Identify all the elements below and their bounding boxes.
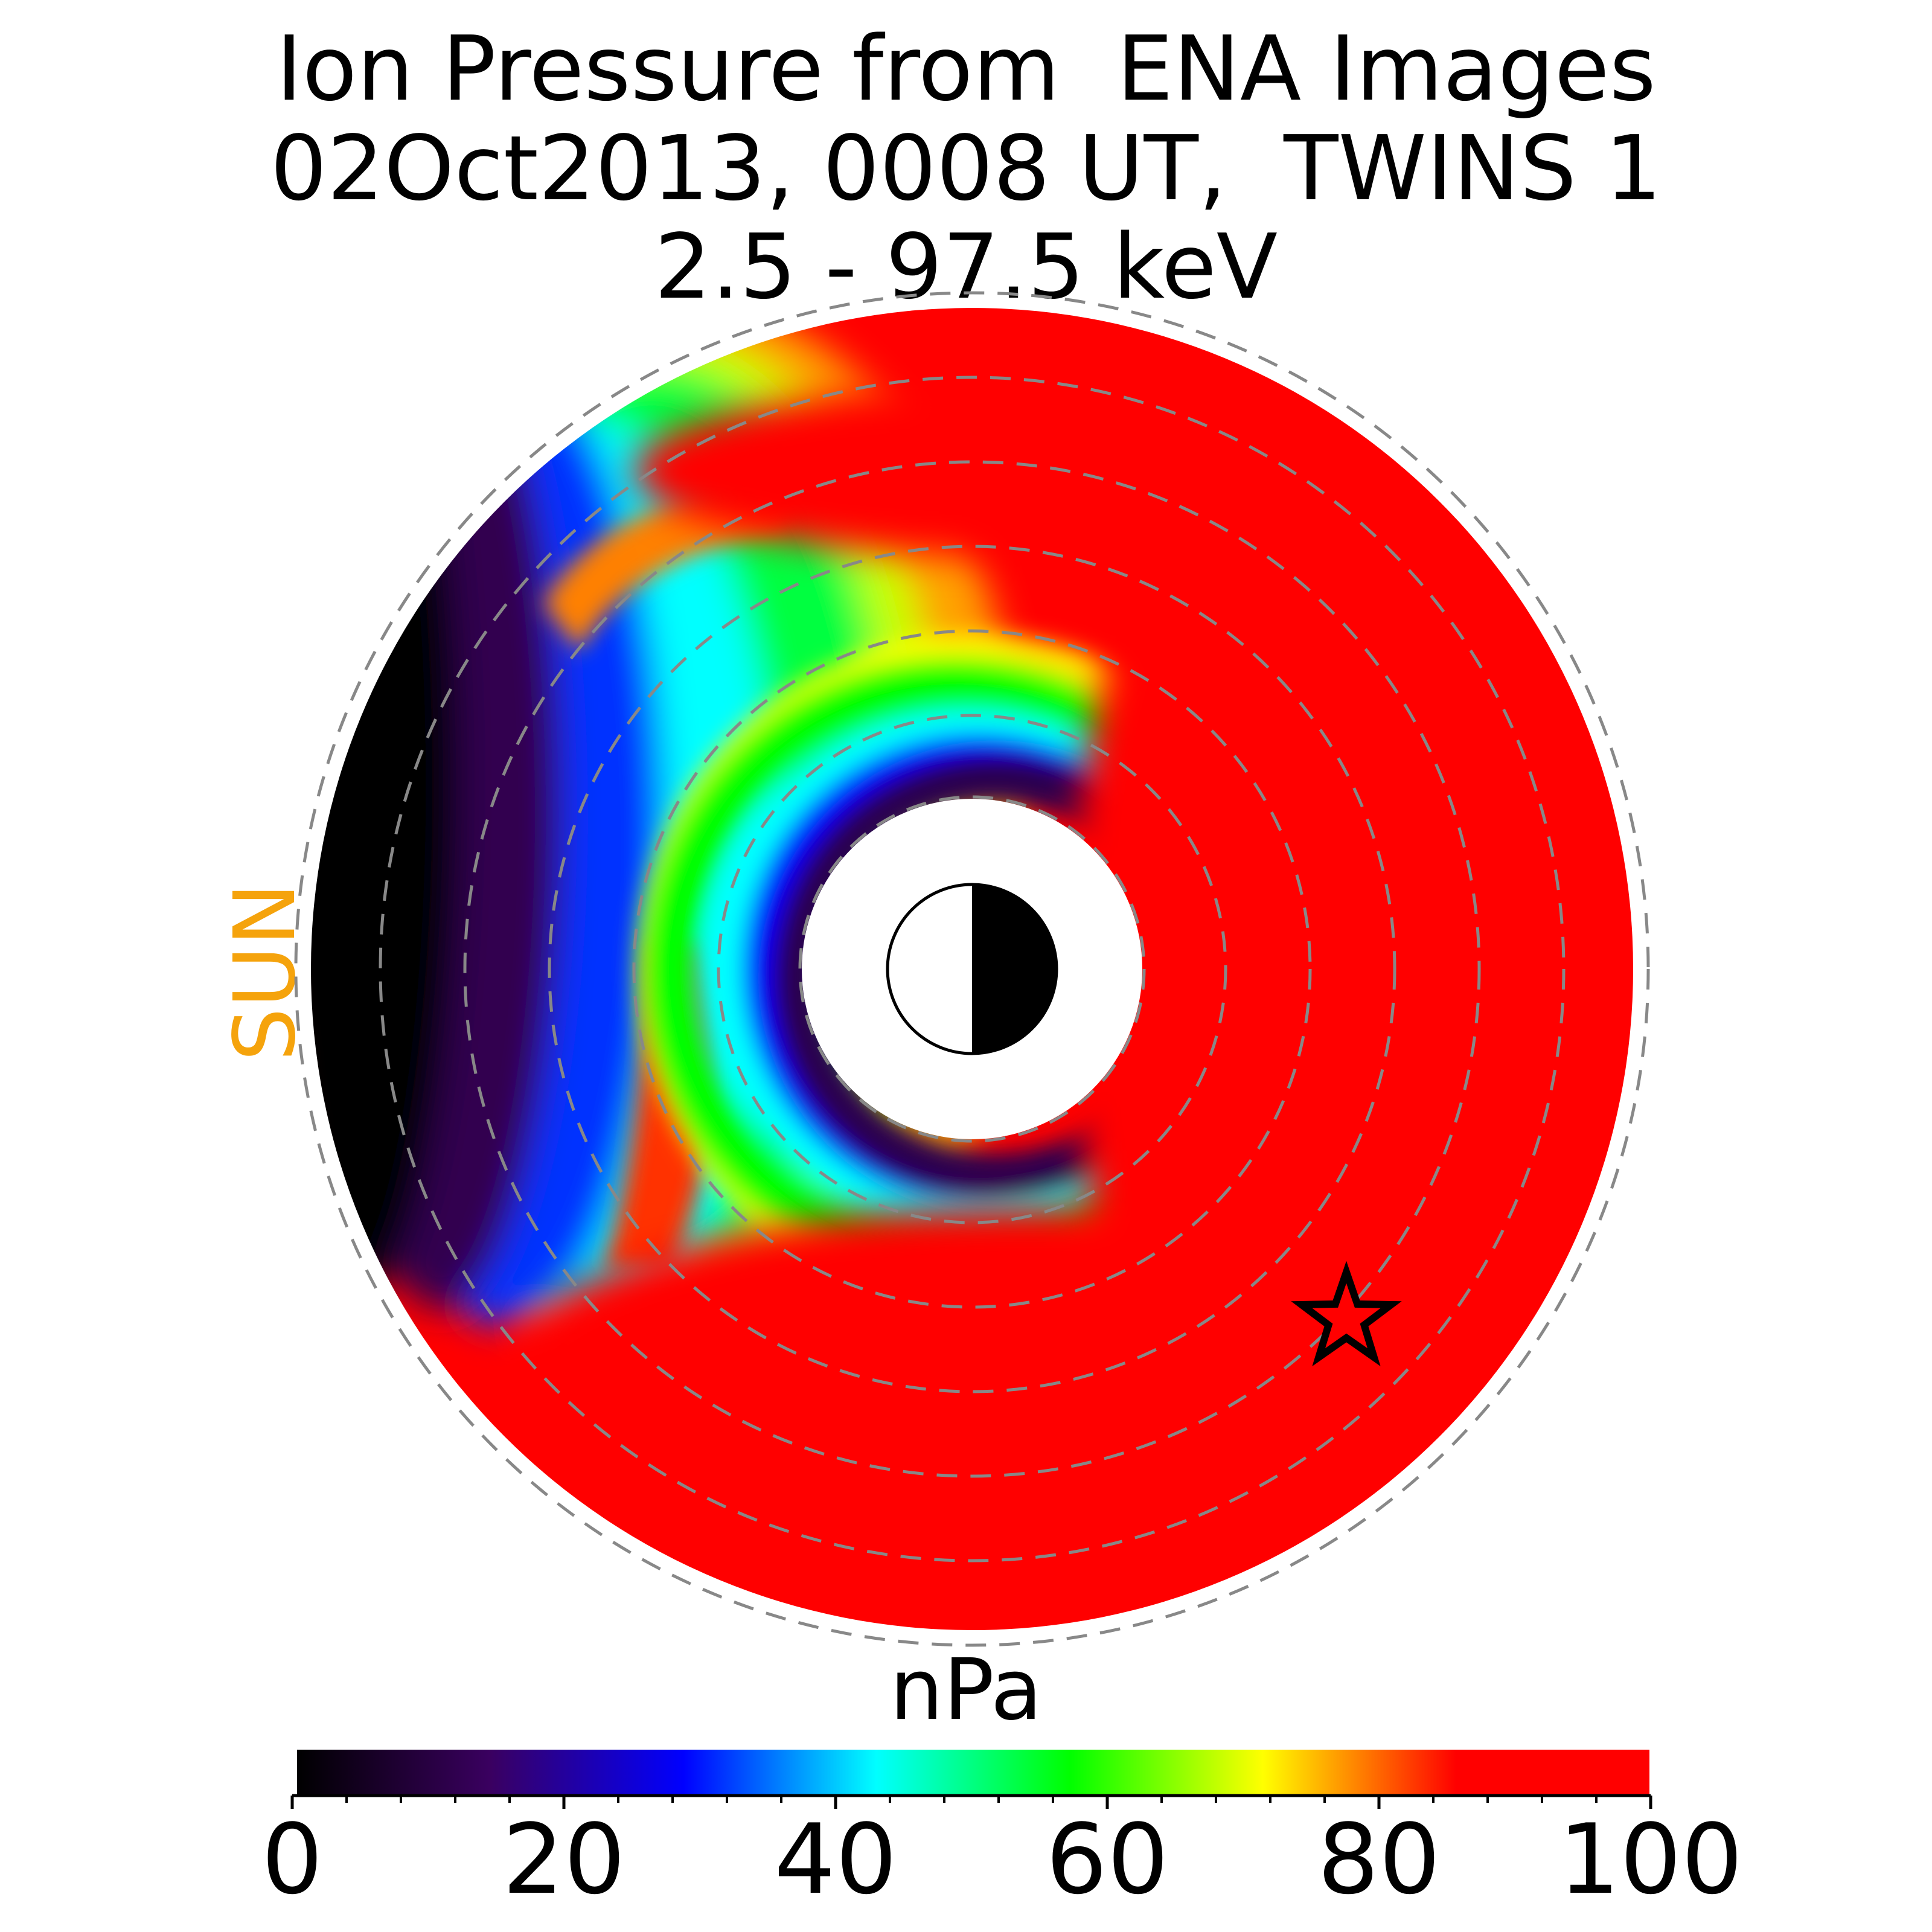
colorbar-label: nPa	[889, 1641, 1043, 1739]
distance-ring	[632, 629, 1312, 1309]
distance-ring	[294, 291, 1650, 1647]
colorbar-tick-label: 80	[1317, 1803, 1441, 1916]
distance-ring	[548, 545, 1396, 1393]
chart-title-line-1: Ion Pressure from ENA Images	[276, 17, 1656, 121]
colorbar-gradient	[297, 1750, 1649, 1794]
earth-icon	[886, 883, 1058, 1055]
distance-rings	[294, 291, 1650, 1647]
distance-ring	[798, 795, 1146, 1143]
colorbar-tick-label: 40	[774, 1803, 897, 1916]
distance-ring	[379, 376, 1566, 1563]
colorbar-tick-label: 60	[1046, 1803, 1169, 1916]
pressure-map	[294, 291, 1650, 1647]
chart-title-line-2: 02Oct2013, 0008 UT, TWINS 1	[270, 117, 1662, 220]
colorbar-tick-label: 100	[1558, 1803, 1743, 1916]
colorbar-tick-label: 0	[261, 1803, 323, 1916]
distance-ring	[463, 460, 1481, 1478]
distance-ring	[717, 714, 1227, 1224]
spacecraft-star-icon	[1291, 1261, 1402, 1367]
pressure-field	[311, 308, 1633, 1630]
colorbar-ticks	[290, 1796, 1652, 1809]
colorbar-tick-label: 20	[502, 1803, 625, 1916]
